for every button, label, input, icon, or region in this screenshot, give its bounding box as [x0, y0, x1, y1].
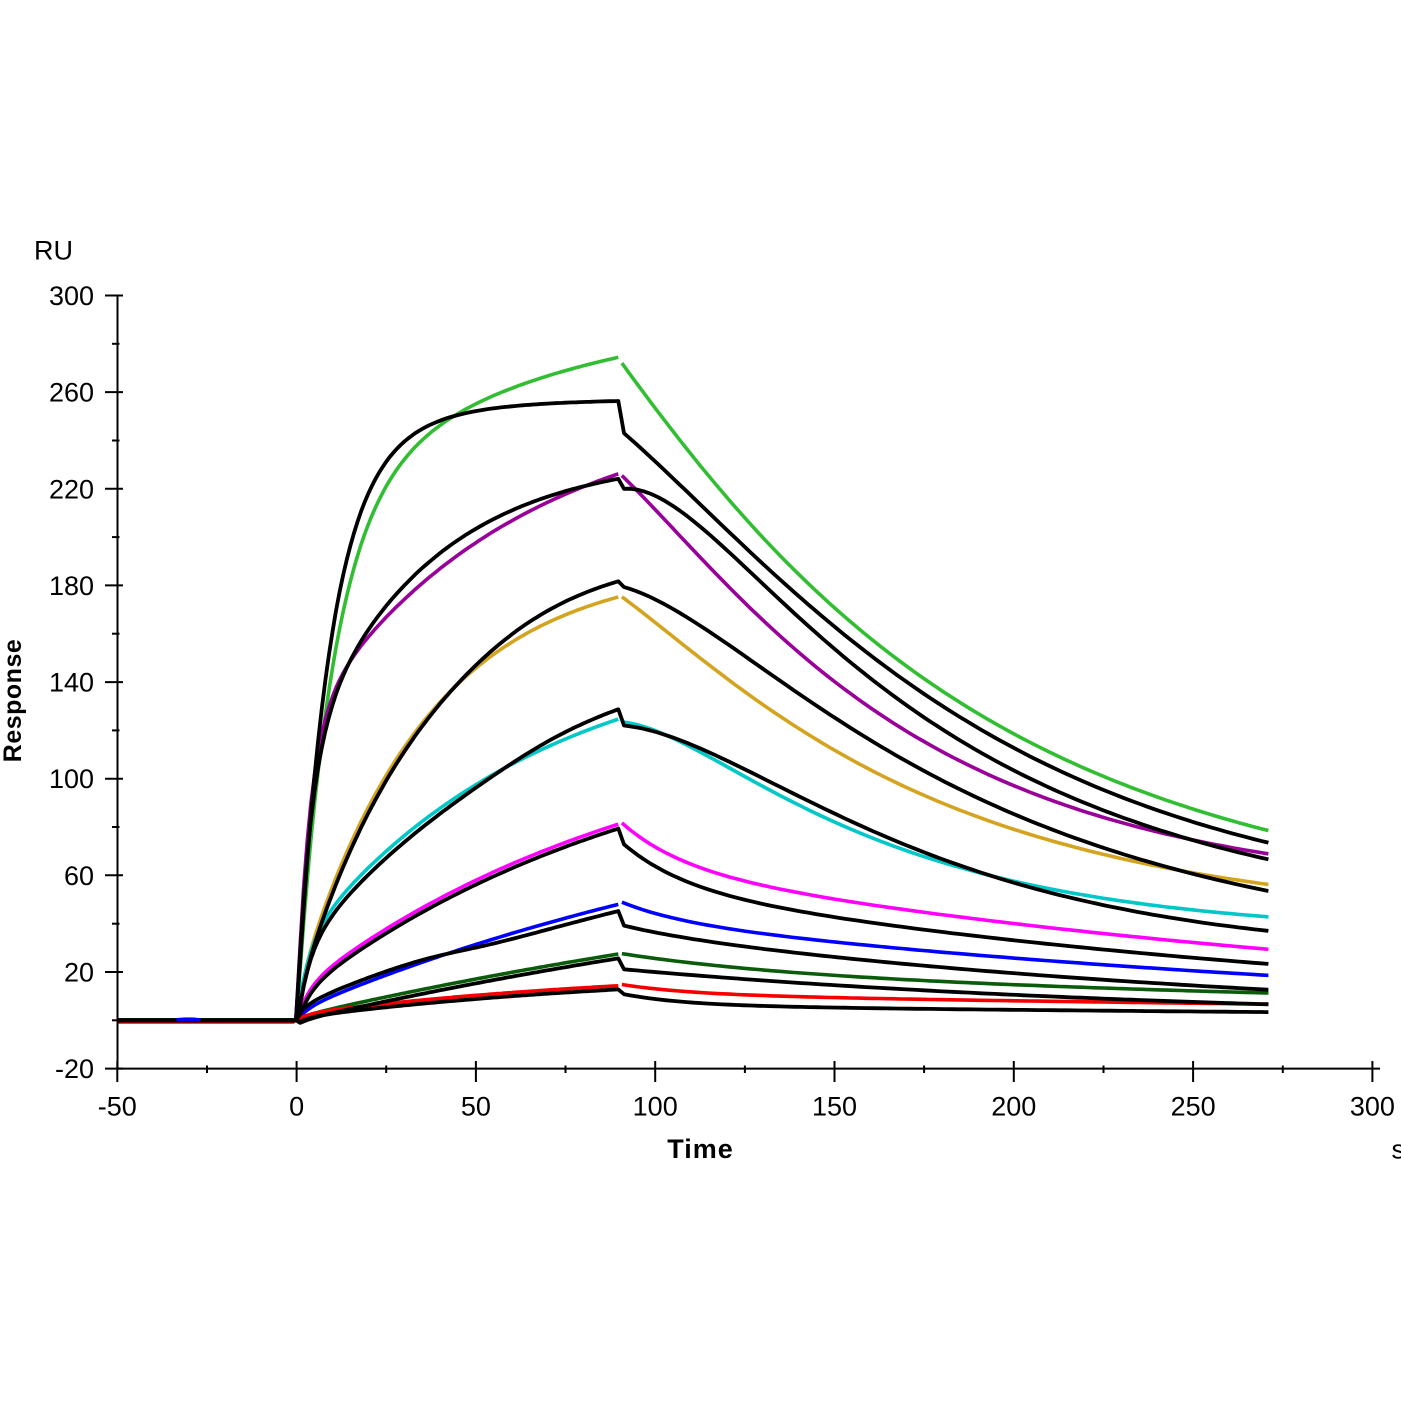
svg-text:300: 300 — [49, 281, 94, 311]
svg-text:250: 250 — [1171, 1092, 1216, 1122]
svg-text:200: 200 — [991, 1092, 1036, 1122]
svg-text:100: 100 — [49, 764, 94, 794]
svg-text:Time: Time — [667, 1134, 734, 1164]
svg-text:150: 150 — [812, 1092, 857, 1122]
svg-text:140: 140 — [49, 668, 94, 698]
svg-text:180: 180 — [49, 571, 94, 601]
svg-text:-20: -20 — [55, 1054, 94, 1084]
svg-text:s: s — [1392, 1135, 1401, 1165]
svg-text:RU: RU — [34, 236, 73, 266]
svg-text:260: 260 — [49, 378, 94, 408]
svg-text:-50: -50 — [98, 1092, 137, 1122]
svg-text:220: 220 — [49, 474, 94, 504]
svg-text:50: 50 — [461, 1092, 491, 1122]
svg-text:60: 60 — [64, 861, 94, 891]
svg-text:100: 100 — [633, 1092, 678, 1122]
svg-text:Response: Response — [0, 639, 27, 762]
svg-text:20: 20 — [64, 957, 94, 987]
svg-text:0: 0 — [289, 1092, 304, 1122]
svg-text:300: 300 — [1350, 1092, 1395, 1122]
